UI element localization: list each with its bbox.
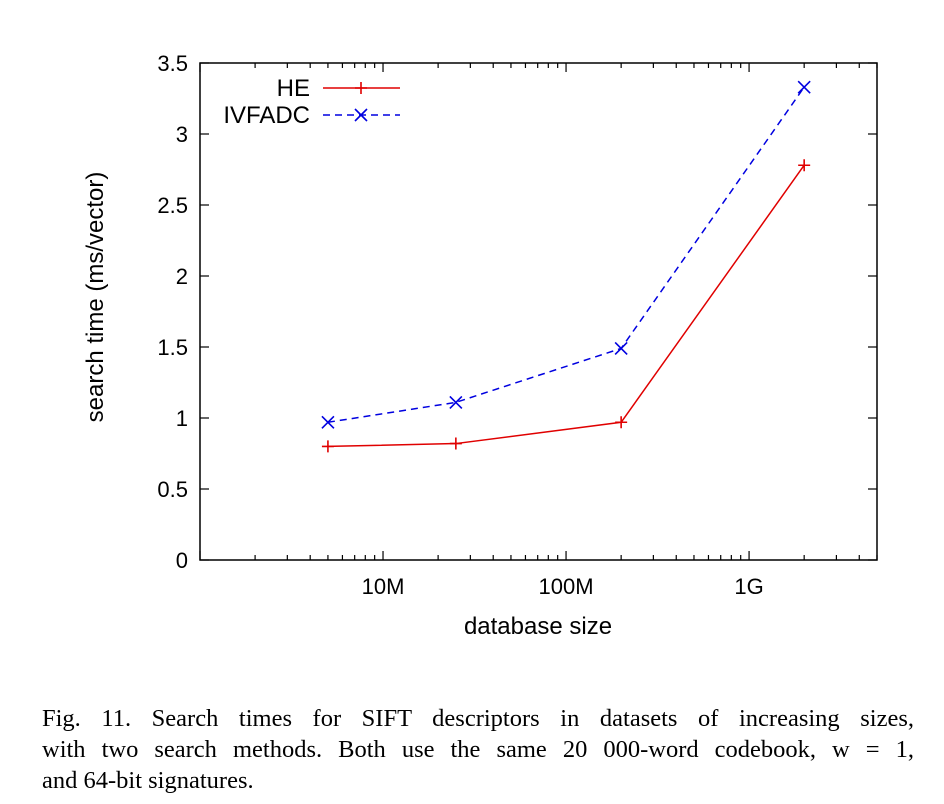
x-tick-label: 1G [734, 574, 763, 599]
y-tick-label: 3 [176, 122, 188, 147]
series-line-he [327, 164, 805, 448]
y-tick-label: 2.5 [157, 193, 188, 218]
y-tick-label: 0 [176, 548, 188, 573]
legend-marker-he [355, 82, 367, 94]
data-point-he [449, 437, 462, 450]
data-point-ivfadc [797, 80, 811, 94]
series-he [321, 159, 811, 453]
y-tick-label: 3.5 [157, 51, 188, 76]
data-point-ivfadc [321, 415, 335, 429]
figure-caption: Fig. 11. Search times for SIFT descripto… [42, 703, 914, 796]
legend-marker-ivfadc [354, 108, 368, 122]
data-point-ivfadc [614, 341, 628, 355]
x-tick-label: 100M [539, 574, 594, 599]
series-ivfadc [321, 80, 811, 429]
caption-line-1: Fig. 11. Search times for SIFT descripto… [42, 705, 914, 732]
plot-frame [199, 62, 878, 561]
data-point-he [321, 440, 334, 453]
y-tick-label: 1 [176, 406, 188, 431]
tick-labels: 0 0.5 1 1.5 2 2.5 3 3.5 10M 100M 1G [157, 51, 763, 599]
axis-ticks [199, 62, 878, 561]
legend-label-ivfadc: IVFADC [223, 102, 310, 129]
caption-line-2: with two search methods. Both use the sa… [42, 736, 914, 763]
data-point-ivfadc [449, 395, 463, 409]
x-tick-label: 10M [362, 574, 405, 599]
y-tick-label: 0.5 [157, 477, 188, 502]
series-line-ivfadc [327, 86, 805, 424]
data-point-he [615, 416, 628, 429]
y-axis-title: search time (ms/vector) [82, 172, 109, 423]
x-axis-title: database size [464, 613, 612, 640]
data-point-he [798, 159, 811, 172]
y-tick-label: 2 [176, 264, 188, 289]
y-tick-label: 1.5 [157, 335, 188, 360]
caption-line-3: and 64-bit signatures. [42, 767, 254, 794]
data-series [321, 80, 811, 453]
legend-label-he: HE [277, 75, 310, 102]
